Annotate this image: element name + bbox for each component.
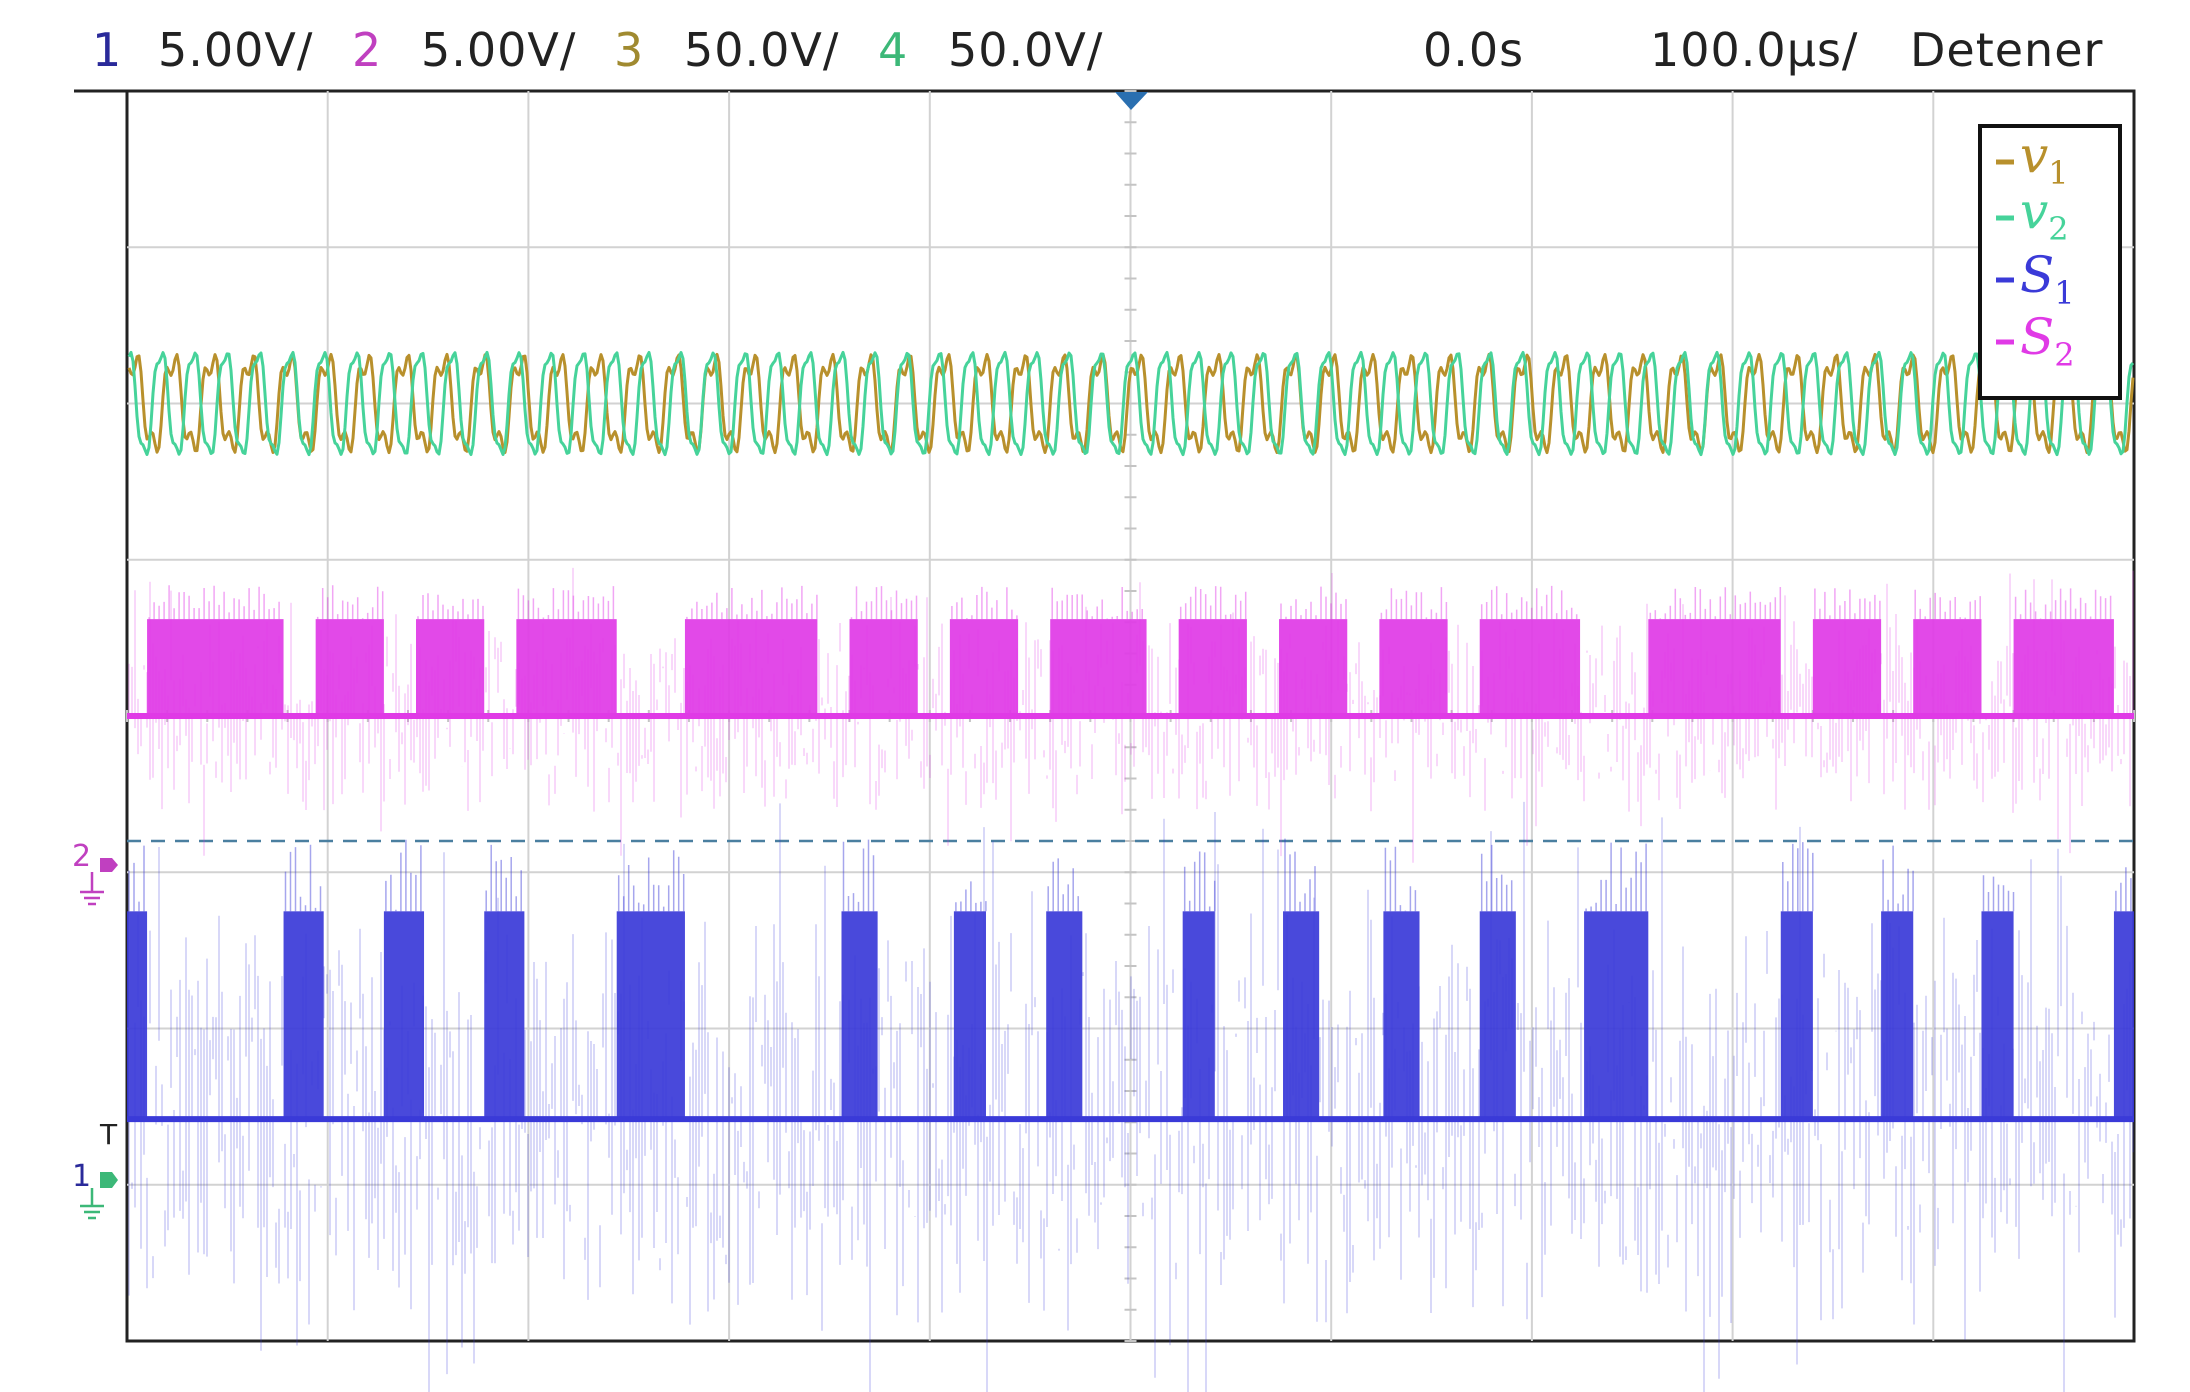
waveform-traces: [127, 350, 2135, 1392]
s2-trace-pulse: [1279, 619, 1348, 716]
s1-trace-pulse: [616, 911, 685, 1120]
s2-trace-pulse: [516, 619, 617, 716]
ch2-scale[interactable]: 5.00V/: [421, 23, 577, 77]
s1-trace-pulse: [283, 911, 324, 1120]
s2-trace-pulse-noise: [2014, 588, 2112, 620]
s1-trace-pulse: [2113, 911, 2134, 1120]
legend-label-s2: S2: [2020, 308, 2075, 374]
s2-trace-pulse-noise: [686, 585, 818, 620]
s1-trace-pulse: [1584, 911, 1649, 1120]
trigger-label: T: [99, 1118, 118, 1151]
s1-trace-pulse-noise: [128, 845, 145, 912]
s1-trace-pulse: [1283, 911, 1320, 1120]
s2-trace-pulse: [849, 619, 918, 716]
s1-trace-pulse-noise: [1585, 842, 1647, 912]
ch4-scale[interactable]: 50.0V/: [948, 23, 1104, 77]
s2-trace-pulse: [1479, 619, 1581, 716]
legend: v1 v2 S1 S2: [1978, 124, 2122, 400]
s1-trace-pulse: [383, 911, 425, 1120]
s2-trace-pulse: [2013, 619, 2114, 716]
ch1-number[interactable]: 1: [92, 23, 123, 77]
s1-trace-pulse: [1981, 911, 2014, 1120]
ch2-ground-marker-icon[interactable]: [80, 858, 118, 906]
legend-box: [1978, 124, 2122, 400]
s2-trace-pulse-noise: [517, 586, 615, 620]
s1-trace-pulse-noise: [284, 844, 322, 912]
v2-trace: [127, 350, 2135, 457]
s1-trace-pulse: [1046, 911, 1083, 1120]
s2-trace-pulse-noise: [1649, 587, 1782, 620]
ch1-ground-marker-icon[interactable]: [80, 1172, 118, 1220]
s1-trace-pulse: [484, 911, 525, 1120]
s1-trace-pulse: [1881, 911, 1914, 1120]
time-scale[interactable]: 100.0µs/: [1650, 23, 1859, 77]
s1-trace-pulse: [1182, 911, 1215, 1120]
legend-label-v2: v2: [2020, 182, 2069, 248]
ch3-number[interactable]: 3: [614, 23, 645, 77]
s1-trace-pulse-noise: [1882, 845, 1914, 912]
s2-trace-pulse-noise: [951, 586, 1018, 620]
s1-trace-pulse-noise: [955, 881, 987, 912]
s1-trace-pulse: [953, 911, 986, 1120]
ch2-ground-label: 2: [72, 839, 91, 874]
s2-trace-pulse: [1913, 619, 1982, 716]
s1-trace-pulse-noise: [485, 844, 522, 912]
s2-trace-pulse: [147, 619, 284, 716]
s2-trace-pulse: [1050, 619, 1147, 716]
s1-trace-pulse-noise: [385, 839, 422, 912]
s1-trace-pulse-noise: [1284, 838, 1316, 912]
s2-trace-pulse-noise: [1380, 587, 1448, 620]
s2-trace-pulse: [1648, 619, 1781, 716]
s1-trace-pulse-noise: [617, 850, 685, 912]
scope-header: 1 5.00V/ 2 5.00V/ 3 50.0V/ 4 50.0V/ 0.0s…: [0, 0, 2190, 90]
trigger-position-marker[interactable]: [1115, 92, 1148, 110]
s1-trace-pulse-noise: [1782, 842, 1814, 912]
ch4-number[interactable]: 4: [878, 23, 909, 77]
s1-trace-pulse-noise: [1480, 844, 1513, 912]
s2-trace-pulse: [1812, 619, 1882, 716]
s1-trace-pulse-noise: [1183, 851, 1216, 912]
s2-trace-pulse-noise: [1814, 588, 1881, 620]
s2-trace-pulse: [1178, 619, 1247, 716]
ch3-scale[interactable]: 50.0V/: [684, 23, 840, 77]
time-offset[interactable]: 0.0s: [1423, 23, 1525, 77]
ch2-number[interactable]: 2: [352, 23, 383, 77]
s1-trace-noise: [128, 801, 2134, 1392]
s1-trace-pulse: [1479, 911, 1516, 1120]
s2-trace-pulse-noise: [850, 586, 918, 620]
run-state[interactable]: Detener: [1910, 23, 2104, 77]
s2-trace-pulse-noise: [1051, 587, 1143, 620]
s1-trace-pulse: [1383, 911, 1420, 1120]
s2-trace-pulse-noise: [417, 593, 484, 620]
s1-trace-pulse-noise: [842, 839, 875, 912]
legend-entry-s1: S1: [1996, 246, 2075, 312]
s2-trace-pulse-noise: [1914, 589, 1981, 620]
s2-trace-pulse: [684, 619, 818, 716]
s1-trace-pulse-noise: [1047, 858, 1079, 912]
s2-trace-pulse: [949, 619, 1019, 716]
s1-trace-pulse-noise: [1982, 875, 2015, 912]
legend-entry-v2: v2: [1996, 182, 2069, 248]
legend-entry-v1: v1: [1996, 126, 2069, 192]
legend-label-v1: v1: [2020, 126, 2069, 192]
legend-entry-s2: S2: [1996, 308, 2075, 374]
s2-trace-pulse-noise: [148, 585, 280, 620]
s2-trace-pulse-noise: [1280, 586, 1347, 620]
legend-label-s1: S1: [2020, 246, 2075, 312]
s2-trace-pulse: [1379, 619, 1448, 716]
s1-trace-pulse: [127, 911, 148, 1120]
ch1-scale[interactable]: 5.00V/: [158, 23, 314, 77]
s2-trace-pulse: [315, 619, 384, 716]
s2-trace-pulse-noise: [316, 585, 384, 620]
s1-trace-pulse: [841, 911, 878, 1120]
s2-trace-pulse-noise: [1480, 585, 1578, 620]
s2-trace-pulse: [416, 619, 485, 716]
ch1-ground-label: 1: [72, 1159, 91, 1194]
s1-trace-pulse: [1780, 911, 1813, 1120]
s1-trace-pulse-noise: [2115, 867, 2132, 912]
s2-trace-pulse-noise: [1179, 586, 1247, 620]
s1-trace-pulse-noise: [1384, 846, 1417, 912]
